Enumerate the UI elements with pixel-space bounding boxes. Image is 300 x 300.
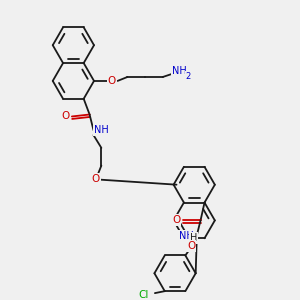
Text: H: H	[190, 233, 197, 243]
Text: O: O	[108, 76, 116, 86]
Text: O: O	[172, 215, 180, 225]
Text: NH: NH	[172, 66, 187, 76]
Text: NH: NH	[179, 231, 194, 241]
Text: O: O	[187, 241, 195, 250]
Text: 2: 2	[186, 71, 191, 80]
Text: Cl: Cl	[138, 290, 148, 300]
Text: NH: NH	[94, 125, 109, 135]
Text: O: O	[61, 112, 69, 122]
Text: O: O	[92, 174, 100, 184]
